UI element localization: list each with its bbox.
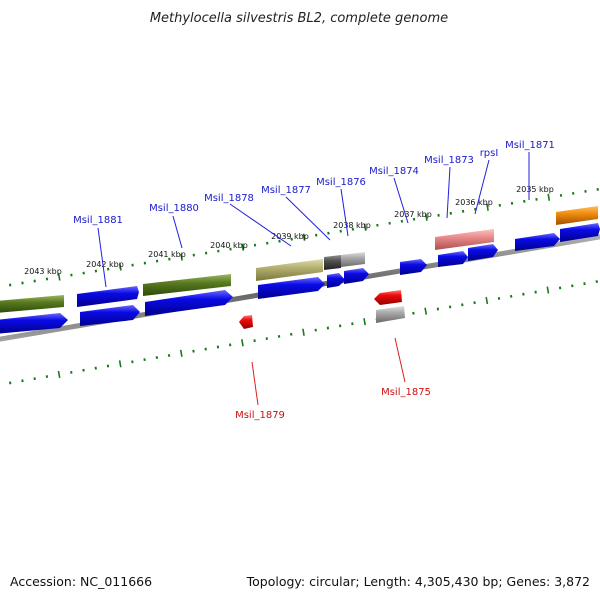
minor-tick xyxy=(21,379,24,383)
gene-label[interactable]: Msil_1871 xyxy=(505,140,555,151)
minor-tick xyxy=(168,257,171,261)
major-tick xyxy=(486,203,489,211)
minor-tick xyxy=(473,301,476,305)
forward-cds-arrow[interactable] xyxy=(515,233,560,251)
reverse-cds-arrow[interactable] xyxy=(374,290,402,305)
orange-feature[interactable] xyxy=(556,206,598,225)
topology-text: Topology: circular; Length: 4,305,430 bp… xyxy=(246,574,590,589)
accession-text: Accession: NC_011666 xyxy=(10,574,152,589)
gene-label-reverse[interactable]: Msil_1879 xyxy=(235,410,285,421)
forward-cds-arrow[interactable] xyxy=(258,277,325,299)
scale-label: 2039 kbp xyxy=(271,232,309,241)
gene-label[interactable]: Msil_1873 xyxy=(424,155,474,166)
dark-feature[interactable] xyxy=(324,255,341,270)
major-tick xyxy=(363,223,367,231)
scale-label: 2041 kbp xyxy=(148,250,186,259)
minor-tick xyxy=(106,364,110,368)
minor-tick xyxy=(595,280,598,283)
scale-label: 2038 kbp xyxy=(333,221,371,230)
minor-tick xyxy=(534,290,537,294)
grey-feature-reverse[interactable] xyxy=(376,306,405,323)
forward-cds-arrow[interactable] xyxy=(344,268,369,284)
gene-label[interactable]: Msil_1880 xyxy=(149,203,199,214)
forward-cds-arrow[interactable] xyxy=(560,223,600,242)
gene-label-reverse[interactable]: Msil_1875 xyxy=(381,387,431,398)
major-tick xyxy=(179,349,183,357)
reverse-cds-arrow[interactable] xyxy=(239,315,253,329)
forward-cds-arrow[interactable] xyxy=(77,286,139,307)
olive-feature[interactable] xyxy=(143,274,231,296)
minor-tick xyxy=(266,241,269,245)
minor-tick xyxy=(216,345,220,349)
gene-label[interactable]: Msil_1877 xyxy=(261,185,311,196)
major-tick xyxy=(302,328,305,336)
scale-label: 2035 kbp xyxy=(516,185,554,194)
major-tick xyxy=(119,263,122,271)
major-tick xyxy=(118,360,122,368)
scale-label: 2036 kbp xyxy=(455,198,493,207)
major-tick xyxy=(241,243,245,251)
major-tick xyxy=(425,213,428,221)
major-tick xyxy=(302,233,306,241)
forward-cds-arrow[interactable] xyxy=(0,313,68,334)
khaki-feature[interactable] xyxy=(256,259,323,281)
scale-ruler-upper xyxy=(9,187,599,287)
forward-cds-arrow[interactable] xyxy=(438,251,468,267)
scale-ruler-lower xyxy=(9,280,598,385)
minor-tick xyxy=(228,343,232,347)
scale-label: 2042 kbp xyxy=(86,260,124,269)
major-tick xyxy=(57,273,61,281)
major-tick xyxy=(485,296,489,305)
feature-track-upper xyxy=(0,206,598,313)
map-title: Methylocella silvestris BL2, complete ge… xyxy=(150,11,448,26)
grey-feature[interactable] xyxy=(341,252,365,267)
gene-label[interactable]: Msil_1881 xyxy=(73,215,123,226)
minor-tick xyxy=(106,267,110,271)
major-tick xyxy=(546,286,550,294)
gene-label[interactable]: Msil_1878 xyxy=(204,193,254,204)
minor-tick xyxy=(338,324,342,328)
minor-tick xyxy=(412,311,415,315)
scale-label: 2043 kbp xyxy=(24,267,62,276)
label-leader-lines xyxy=(97,152,530,288)
gene-label[interactable]: Msil_1876 xyxy=(316,177,366,188)
major-tick xyxy=(547,193,551,201)
minor-tick xyxy=(94,366,97,370)
major-tick xyxy=(363,318,366,326)
major-tick xyxy=(180,253,183,261)
gene-label[interactable]: Msil_1874 xyxy=(369,166,419,177)
gene-label[interactable]: rpsI xyxy=(480,148,499,159)
forward-cds-arrow[interactable] xyxy=(145,290,233,316)
olive-feature[interactable] xyxy=(0,295,64,313)
pink-feature[interactable] xyxy=(435,229,494,250)
scale-label: 2037 kbp xyxy=(394,210,432,219)
major-tick xyxy=(241,339,244,347)
minor-tick xyxy=(388,221,391,225)
feature-track-forward xyxy=(0,223,600,334)
minor-tick xyxy=(351,322,354,326)
scale-label: 2040 kbp xyxy=(210,241,248,250)
minor-tick xyxy=(33,377,36,381)
minor-tick xyxy=(277,335,281,338)
major-tick xyxy=(424,307,428,315)
minor-tick xyxy=(82,368,85,372)
minor-tick xyxy=(327,231,330,235)
minor-tick xyxy=(290,332,293,336)
minor-tick xyxy=(155,356,159,359)
forward-cds-arrow[interactable] xyxy=(327,273,345,288)
major-tick xyxy=(57,370,61,379)
minor-tick xyxy=(45,277,49,281)
feature-track-reverse xyxy=(239,290,405,329)
forward-cds-arrow[interactable] xyxy=(468,244,498,261)
minor-tick xyxy=(167,354,171,357)
label-leader-lines-reverse xyxy=(251,337,406,406)
forward-cds-arrow[interactable] xyxy=(80,305,140,326)
forward-cds-arrow[interactable] xyxy=(400,259,427,275)
